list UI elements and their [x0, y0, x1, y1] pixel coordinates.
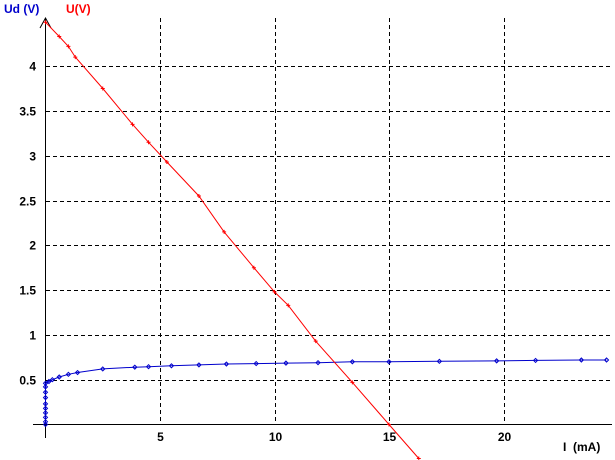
data-point [168, 363, 175, 369]
y-axis-label-ud: Ud (V) [4, 2, 39, 16]
data-point [532, 357, 539, 364]
data-point [349, 359, 356, 365]
y-tick-label: 4 [29, 60, 36, 74]
series [42, 20, 610, 460]
data-point [493, 358, 500, 364]
data-point [74, 369, 81, 376]
data-point [603, 357, 610, 363]
data-point [387, 422, 391, 427]
x-tick-label: 10 [269, 430, 283, 444]
data-point [313, 339, 318, 344]
data-point [386, 359, 392, 365]
data-point [251, 265, 256, 270]
data-point [222, 229, 227, 234]
data-point [73, 55, 78, 60]
data-point [286, 303, 291, 308]
x-tick-label: 5 [157, 430, 164, 444]
data-point [283, 360, 289, 366]
data-point [100, 366, 106, 372]
data-point [42, 419, 49, 425]
y-tick-label: 0.5 [19, 374, 36, 388]
data-point [42, 414, 49, 421]
data-point [145, 364, 152, 370]
data-point [57, 34, 62, 39]
data-point [578, 357, 585, 363]
data-point [315, 359, 321, 366]
data-point [42, 401, 49, 407]
data-point [46, 378, 52, 385]
data-point [56, 374, 62, 380]
y-tick-label: 2 [29, 239, 36, 253]
data-point [49, 376, 56, 383]
x-tick-label: 20 [498, 430, 512, 444]
data-point [272, 289, 277, 294]
x-tick-label: 15 [383, 430, 397, 444]
data-point [130, 122, 135, 127]
data-point [146, 140, 151, 145]
data-point [100, 86, 105, 91]
y-tick-label: 3 [29, 150, 36, 164]
y-tick-label: 2.5 [19, 195, 36, 209]
axes [33, 16, 612, 438]
series-line-1 [45, 21, 420, 459]
data-point [66, 44, 71, 49]
y-tick-label: 1 [29, 329, 36, 343]
data-point [196, 194, 201, 199]
data-point [253, 360, 259, 367]
data-point [436, 358, 443, 365]
grid [46, 18, 612, 424]
data-point [42, 384, 49, 390]
series-line-0 [45, 359, 607, 425]
data-point [164, 159, 169, 164]
data-point [223, 361, 230, 367]
y-tick-label: 3.5 [19, 105, 36, 119]
y-axis-arrow [39, 16, 52, 29]
data-point [132, 364, 138, 370]
y-axis-label-u: U(V) [66, 2, 91, 16]
data-point [196, 362, 202, 368]
data-point [42, 410, 49, 416]
data-point [42, 394, 49, 401]
data-point [350, 380, 355, 385]
data-point [42, 389, 49, 395]
tick-labels: 0.5 1 1.5 2 2.5 3 3.5 4 5 10 15 20 [19, 60, 511, 445]
x-axis-label: I (mA) [563, 440, 600, 454]
data-point [42, 405, 49, 412]
data-point [42, 380, 49, 386]
data-point [65, 371, 72, 378]
data-point [43, 20, 48, 25]
y-tick-label: 1.5 [19, 284, 36, 298]
